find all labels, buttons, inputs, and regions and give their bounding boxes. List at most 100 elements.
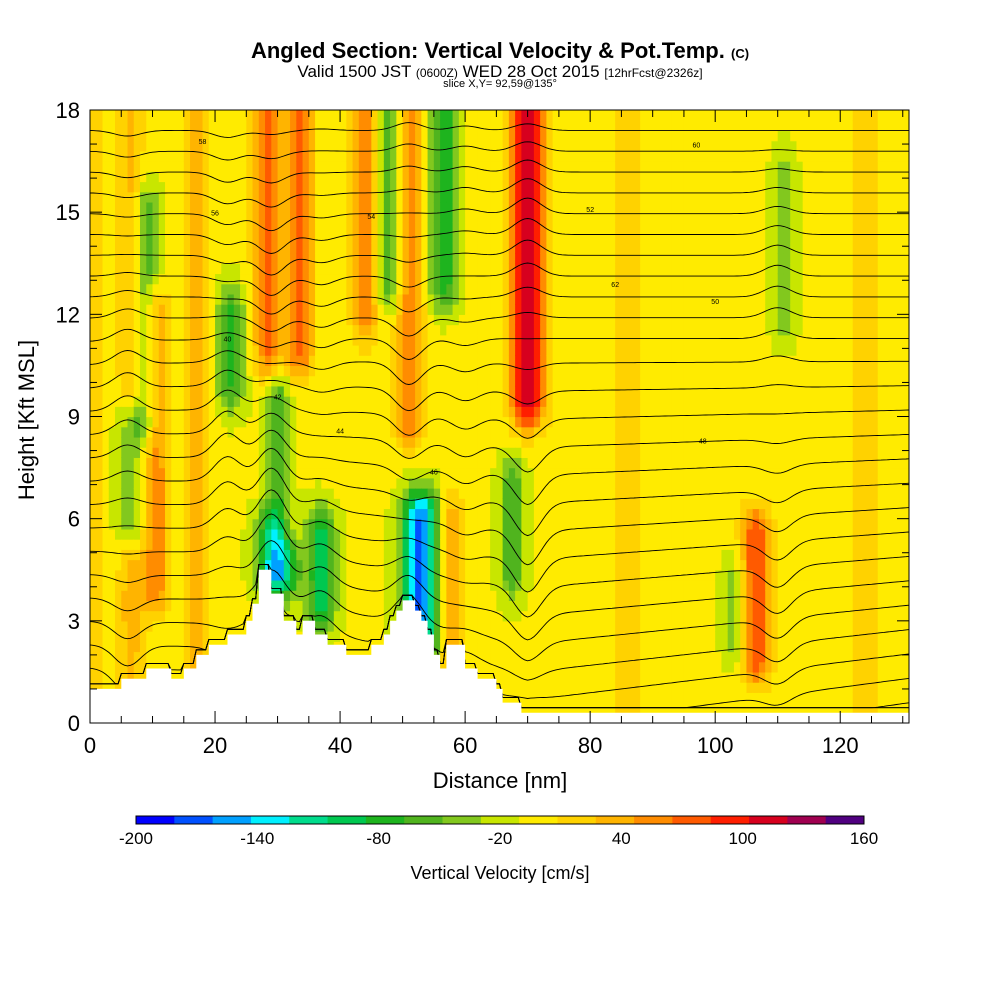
velocity-cell xyxy=(240,457,247,469)
velocity-cell xyxy=(333,283,341,295)
velocity-cell xyxy=(546,559,554,571)
velocity-cell xyxy=(202,518,210,530)
velocity-cell xyxy=(115,620,122,632)
velocity-cell xyxy=(133,191,141,203)
velocity-cell xyxy=(271,263,279,275)
velocity-cell xyxy=(240,120,247,132)
velocity-cell xyxy=(196,436,204,448)
velocity-cell xyxy=(177,191,185,203)
velocity-cell xyxy=(483,590,491,601)
velocity-cell xyxy=(158,620,166,632)
velocity-cell xyxy=(502,671,510,683)
velocity-cell xyxy=(115,201,122,213)
velocity-cell xyxy=(465,263,472,275)
velocity-cell xyxy=(577,222,585,234)
velocity-cell xyxy=(458,549,466,561)
velocity-cell xyxy=(215,416,222,428)
velocity-cell xyxy=(596,661,604,673)
velocity-cell xyxy=(90,600,97,612)
velocity-cell xyxy=(177,273,185,285)
velocity-cell xyxy=(577,406,585,418)
velocity-cell xyxy=(408,130,416,142)
velocity-cell xyxy=(96,263,104,275)
velocity-cell xyxy=(133,344,141,356)
velocity-cell xyxy=(533,273,541,285)
velocity-cell xyxy=(583,355,591,367)
velocity-cell xyxy=(177,620,185,632)
velocity-cell xyxy=(215,385,222,397)
velocity-cell xyxy=(452,406,460,418)
velocity-cell xyxy=(502,171,510,183)
velocity-cell xyxy=(371,447,379,458)
velocity-cell xyxy=(115,181,122,193)
velocity-cell xyxy=(496,671,504,683)
velocity-cell xyxy=(96,447,104,458)
velocity-cell xyxy=(458,488,466,499)
velocity-cell xyxy=(233,549,241,561)
velocity-cell xyxy=(277,396,285,407)
velocity-cell xyxy=(152,344,160,356)
velocity-cell xyxy=(396,212,404,223)
velocity-cell xyxy=(365,488,372,499)
velocity-cell xyxy=(102,682,110,693)
velocity-cell xyxy=(396,304,404,315)
velocity-cell xyxy=(583,304,591,315)
velocity-cell xyxy=(558,293,566,305)
velocity-cell xyxy=(565,651,572,663)
velocity-cell xyxy=(171,631,179,642)
velocity-cell xyxy=(583,263,591,275)
velocity-cell xyxy=(265,283,272,295)
velocity-cell xyxy=(271,181,279,193)
velocity-cell xyxy=(552,549,560,561)
velocity-cell xyxy=(533,201,541,213)
velocity-cell xyxy=(583,130,591,142)
velocity-cell xyxy=(165,181,172,193)
velocity-cell xyxy=(196,539,204,550)
velocity-cell xyxy=(502,365,510,377)
velocity-cell xyxy=(340,406,347,418)
velocity-cell xyxy=(296,293,304,305)
velocity-cell xyxy=(265,212,272,223)
velocity-cell xyxy=(502,253,510,264)
velocity-cell xyxy=(415,396,422,407)
velocity-cell xyxy=(265,344,272,356)
velocity-cell xyxy=(590,253,597,264)
velocity-cell xyxy=(490,569,497,581)
velocity-cell xyxy=(233,365,241,377)
velocity-cell xyxy=(602,120,610,132)
velocity-cell xyxy=(346,518,354,530)
velocity-cell xyxy=(352,130,360,142)
velocity-cell xyxy=(108,620,116,632)
velocity-cell xyxy=(108,559,116,571)
velocity-cell xyxy=(327,283,335,295)
velocity-cell xyxy=(202,375,210,387)
velocity-cell xyxy=(340,120,347,132)
velocity-cell xyxy=(502,426,510,438)
velocity-cell xyxy=(146,304,154,315)
velocity-cell xyxy=(396,201,404,213)
velocity-cell xyxy=(483,528,491,540)
velocity-cell xyxy=(521,242,529,254)
velocity-cell xyxy=(471,590,479,601)
velocity-cell xyxy=(446,631,454,642)
velocity-cell xyxy=(265,273,272,285)
velocity-cell xyxy=(346,641,354,653)
velocity-cell xyxy=(196,498,204,510)
velocity-cell xyxy=(252,518,260,530)
velocity-cell xyxy=(108,334,116,346)
velocity-cell xyxy=(96,242,104,254)
velocity-cell xyxy=(296,559,304,571)
velocity-cell xyxy=(440,569,447,581)
velocity-cell xyxy=(602,161,610,172)
velocity-cell xyxy=(96,375,104,387)
velocity-cell xyxy=(146,191,154,203)
velocity-cell xyxy=(96,467,104,479)
velocity-cell xyxy=(308,498,316,510)
velocity-cell xyxy=(283,569,291,581)
velocity-cell xyxy=(590,201,597,213)
velocity-cell xyxy=(483,518,491,530)
velocity-cell xyxy=(102,222,110,234)
velocity-cell xyxy=(265,406,272,418)
velocity-cell xyxy=(458,385,466,397)
velocity-cell xyxy=(358,242,366,254)
